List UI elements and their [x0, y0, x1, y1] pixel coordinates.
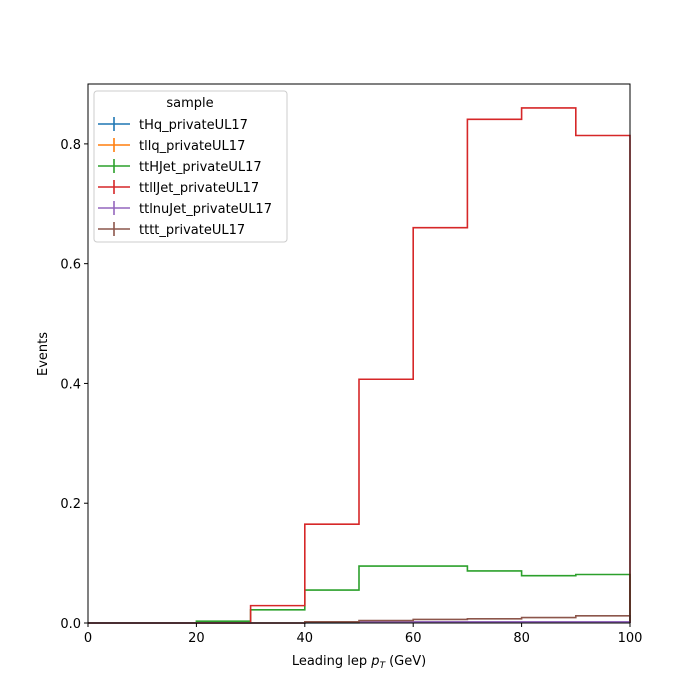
y-tick-label: 0.8 — [60, 138, 81, 153]
y-axis: 0.0 0.2 0.4 0.6 0.8 — [60, 138, 88, 632]
legend-label: tHq_privateUL17 — [139, 118, 248, 133]
legend-entry: tttt_privateUL17 — [98, 222, 245, 238]
x-axis-label-math: p — [370, 654, 379, 669]
legend-title: sample — [166, 96, 213, 111]
legend-label: ttlnuJet_privateUL17 — [139, 202, 272, 217]
y-tick-label: 0.4 — [60, 377, 81, 392]
legend-entry: ttllJet_privateUL17 — [98, 180, 259, 196]
x-tick-label: 60 — [405, 631, 422, 646]
x-axis-label-text: Leading lep — [292, 654, 367, 669]
legend-entry: ttHJet_privateUL17 — [98, 159, 262, 175]
legend-label: ttllJet_privateUL17 — [139, 181, 259, 196]
legend-entry: tHq_privateUL17 — [98, 117, 248, 133]
x-axis-label-math-sub: T — [380, 661, 387, 671]
legend-label: ttHJet_privateUL17 — [139, 160, 262, 175]
plot-frame — [87, 83, 631, 624]
legend-label: tllq_privateUL17 — [139, 139, 245, 154]
y-tick-label: 0.2 — [60, 497, 81, 512]
series-line-ttHJet_privateUL17 — [88, 565, 631, 624]
legend-entry: ttlnuJet_privateUL17 — [98, 201, 272, 217]
y-tick-label: 0.0 — [60, 617, 81, 632]
x-tick-label: 100 — [618, 631, 643, 646]
legend-frame — [93, 90, 288, 243]
x-axis-label-unit: (GeV) — [389, 654, 426, 669]
y-tick-label: 0.6 — [60, 258, 81, 273]
legend: sample tHq_privateUL17 tllq_privateUL17tt… — [93, 90, 288, 243]
legend-entry: tllq_privateUL17 — [98, 138, 245, 154]
x-tick-label: 0 — [84, 631, 92, 646]
legend-label: tttt_privateUL17 — [139, 223, 245, 238]
x-tick-label: 20 — [188, 631, 205, 646]
x-tick-label: 80 — [513, 631, 530, 646]
x-axis: 0 20 40 60 80 100 — [84, 623, 643, 646]
x-axis-label: Leading lep pT (GeV) — [292, 654, 426, 671]
legend-entries: tHq_privateUL17 tllq_privateUL17 ttHJet_pr… — [98, 117, 272, 238]
y-axis-label: Events — [36, 332, 51, 376]
x-tick-label: 40 — [297, 631, 314, 646]
